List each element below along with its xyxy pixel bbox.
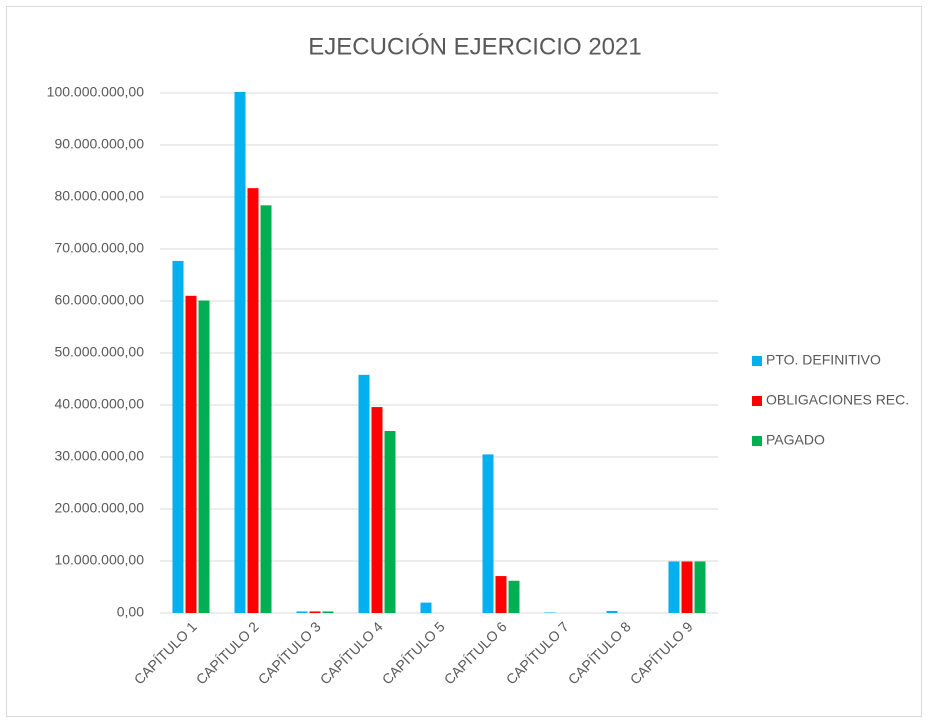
y-tick-label: 70.000.000,00 <box>54 240 144 256</box>
bar <box>358 374 370 613</box>
y-tick-label: 30.000.000,00 <box>54 448 144 464</box>
y-tick-label: 0,00 <box>117 604 144 620</box>
bar <box>322 611 334 613</box>
bar <box>198 300 210 613</box>
bar <box>247 188 259 613</box>
legend-swatch <box>752 436 762 446</box>
y-tick-label: 100.000.000,00 <box>47 84 145 100</box>
chart-title: EJECUCIÓN EJERCICIO 2021 <box>308 33 641 60</box>
bar <box>606 610 618 613</box>
bar <box>544 612 556 613</box>
bar <box>371 407 383 613</box>
y-tick-label: 50.000.000,00 <box>54 344 144 360</box>
bar <box>296 611 308 613</box>
bar <box>309 611 321 613</box>
legend-label: PAGADO <box>766 432 825 448</box>
y-tick-label: 40.000.000,00 <box>54 396 144 412</box>
legend-swatch <box>752 396 762 406</box>
bar <box>668 561 680 613</box>
y-tick-label: 80.000.000,00 <box>54 188 144 204</box>
y-tick-label: 90.000.000,00 <box>54 136 144 152</box>
legend-swatch <box>752 356 762 366</box>
chart-frame <box>6 6 922 717</box>
y-tick-label: 20.000.000,00 <box>54 500 144 516</box>
bar <box>694 561 706 613</box>
bar <box>172 260 184 613</box>
y-tick-label: 10.000.000,00 <box>54 552 144 568</box>
y-tick-label: 60.000.000,00 <box>54 292 144 308</box>
bar <box>482 454 494 613</box>
bar <box>681 561 693 613</box>
bar <box>260 205 272 613</box>
bar <box>420 602 432 613</box>
legend-label: OBLIGACIONES REC. <box>766 392 909 408</box>
bar <box>384 431 396 613</box>
legend-label: PTO. DEFINITIVO <box>766 352 881 368</box>
bar <box>508 580 520 613</box>
bar <box>185 295 197 613</box>
bar <box>234 91 246 613</box>
bar <box>495 576 507 613</box>
